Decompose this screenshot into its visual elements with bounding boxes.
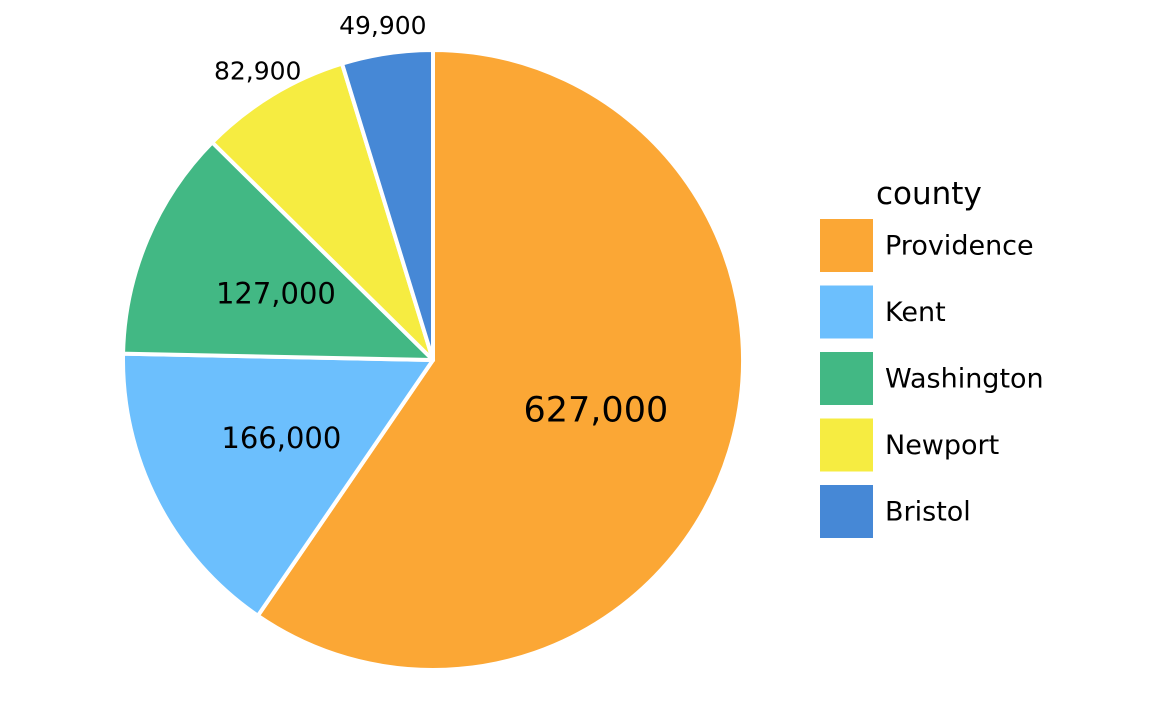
legend: county Providence Kent Washington Newport Br… [820, 176, 1044, 538]
legend-swatch-washington [820, 352, 873, 405]
legend-items: Providence Kent Washington Newport Bristol [820, 219, 1044, 538]
legend-label-bristol: Bristol [885, 497, 971, 528]
legend-swatch-providence [820, 219, 873, 272]
legend-label-kent: Kent [885, 297, 946, 328]
slice-label-kent: 166,000 [221, 421, 341, 455]
pie-slice-kent [121, 351, 435, 618]
slice-label-washington: 127,000 [216, 277, 336, 311]
legend-label-newport: Newport [885, 430, 999, 461]
legend-label-providence: Providence [885, 231, 1034, 262]
legend-swatch-newport [820, 418, 873, 472]
pie-slice-bristol [340, 48, 435, 362]
legend-swatch-kent [820, 285, 873, 339]
pie-slice-providence [255, 48, 745, 672]
slice-label-providence: 627,000 [524, 390, 669, 430]
pie-value-labels: 627,000 166,000 127,000 82,900 49,900 [214, 11, 668, 455]
pie-slice-washington [121, 140, 435, 362]
pie-slices [121, 48, 745, 672]
slice-label-newport: 82,900 [214, 56, 301, 85]
legend-swatch-bristol [820, 485, 873, 538]
legend-label-washington: Washington [885, 364, 1044, 395]
slice-label-bristol: 49,900 [339, 11, 426, 40]
pie-slice-newport [210, 61, 435, 362]
legend-title: county [876, 176, 982, 212]
